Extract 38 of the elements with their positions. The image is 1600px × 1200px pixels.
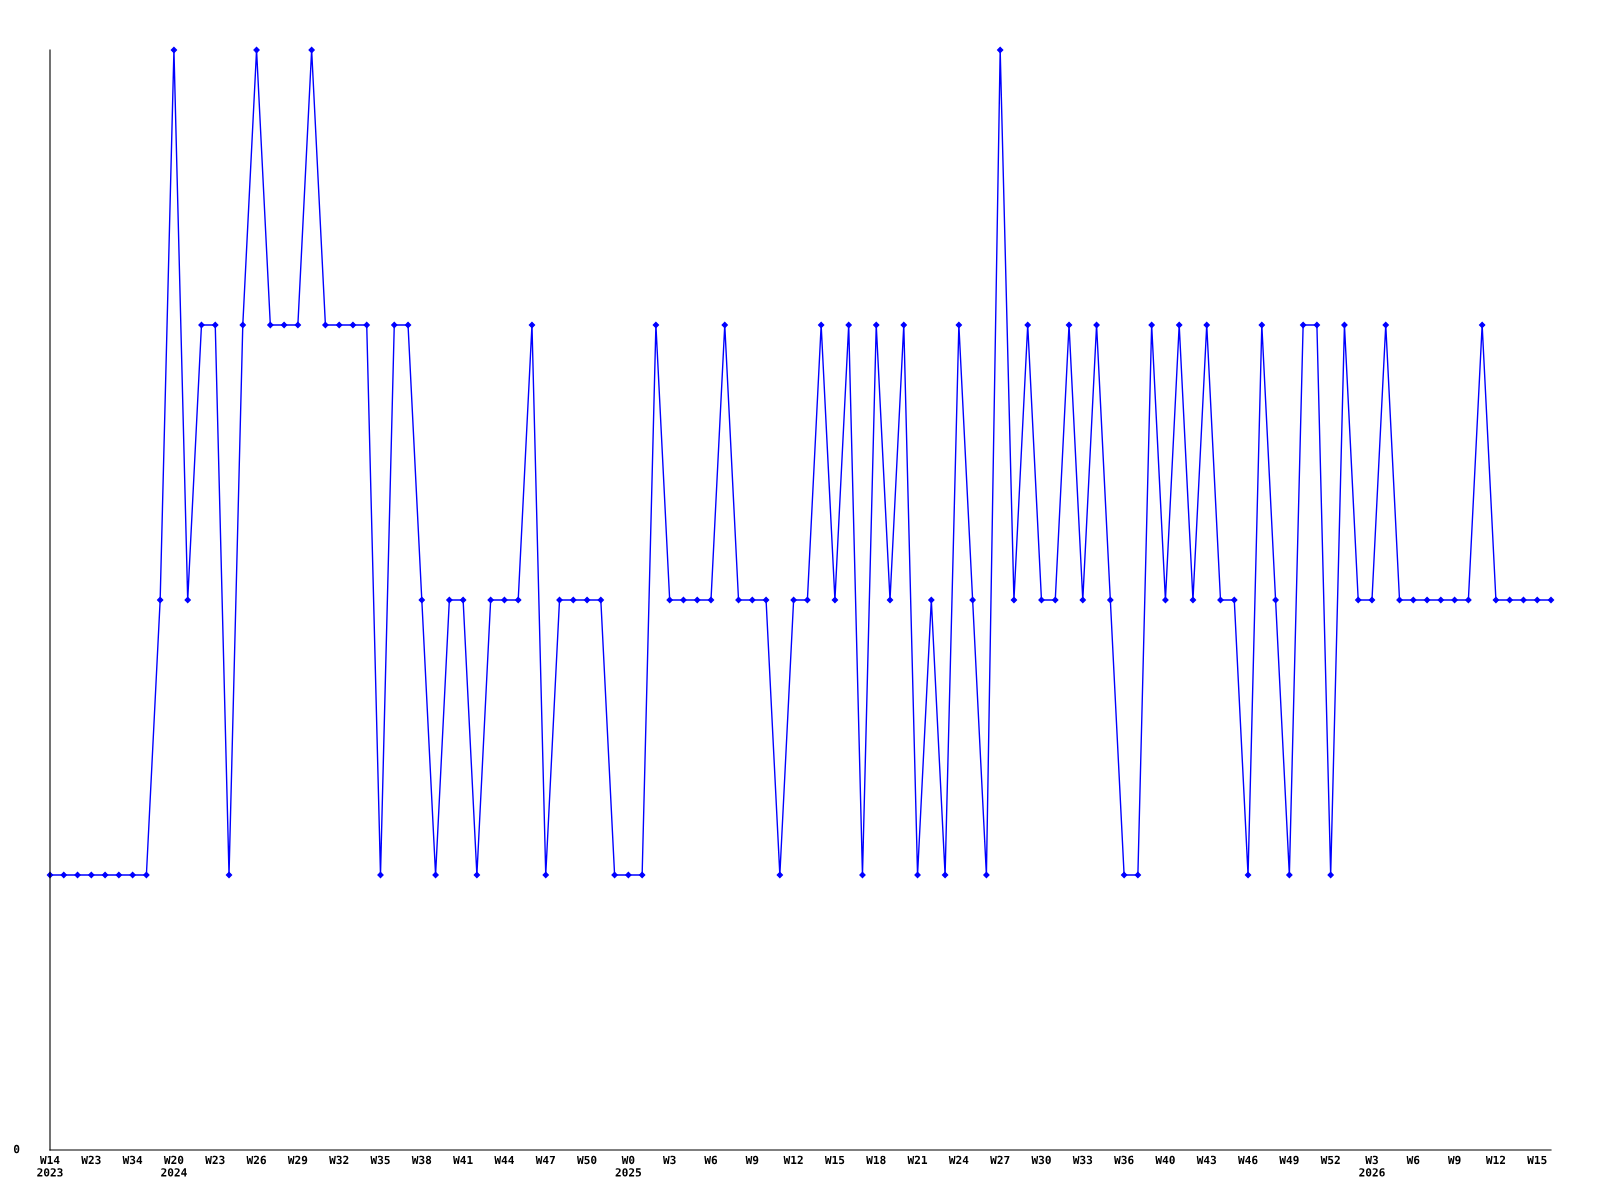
x-tick-label: W21 xyxy=(907,1155,928,1164)
x-tick-label: W43 xyxy=(1196,1155,1217,1165)
x-tick-label: W12 xyxy=(783,1155,803,1164)
text: 0 xyxy=(13,1144,20,1154)
x-tick-label: W52 xyxy=(1320,1155,1340,1165)
x-tick-label: W40 xyxy=(1155,1155,1175,1165)
x-tick-label: W36 xyxy=(1114,1155,1134,1165)
x-tick-label: W3 2026 xyxy=(1359,1155,1385,1177)
x-tick-label: W12 xyxy=(1485,1155,1506,1164)
x-tick-label: W6 xyxy=(1406,1155,1420,1165)
x-tick-label: W9 xyxy=(745,1155,759,1165)
x-tick-label: W24 xyxy=(948,1155,969,1164)
x-tick-label: W0 2025 xyxy=(615,1155,641,1177)
x-tick-label: W6 xyxy=(704,1155,718,1165)
x-tick-label: W35 xyxy=(370,1155,390,1165)
x-tick-label: W23 xyxy=(205,1155,225,1165)
x-tick-label: W32 xyxy=(329,1155,349,1165)
x-tick-label: W49 xyxy=(1279,1155,1299,1165)
x-tick-label: W38 xyxy=(411,1155,432,1165)
x-tick-label: W50 xyxy=(577,1155,597,1165)
x-tick-label: W9 xyxy=(1447,1155,1461,1165)
x-tick-label: W3 xyxy=(662,1155,676,1165)
x-tick-label: W23 xyxy=(81,1155,101,1165)
x-tick-label: W14 2023 xyxy=(37,1155,63,1177)
x-tick-label: W33 xyxy=(1072,1155,1093,1165)
x-tick-label: W47 xyxy=(535,1155,555,1164)
x-tick-label: W41 xyxy=(453,1155,473,1164)
x-tick-label: W18 xyxy=(866,1155,886,1165)
x-tick-label: W26 xyxy=(246,1155,266,1165)
x-tick-label: W20 2024 xyxy=(161,1155,187,1177)
x-tick-label: W34 xyxy=(122,1155,143,1165)
x-tick-label: W29 xyxy=(287,1155,308,1165)
x-tick-label: W44 xyxy=(494,1155,514,1164)
x-tick-label: W46 xyxy=(1238,1155,1258,1165)
x-tick-label: W27 xyxy=(990,1155,1010,1164)
x-tick-label: W15 xyxy=(824,1155,845,1165)
x-tick-label: W15 xyxy=(1527,1155,1547,1165)
x-tick-label: W30 xyxy=(1031,1155,1051,1165)
